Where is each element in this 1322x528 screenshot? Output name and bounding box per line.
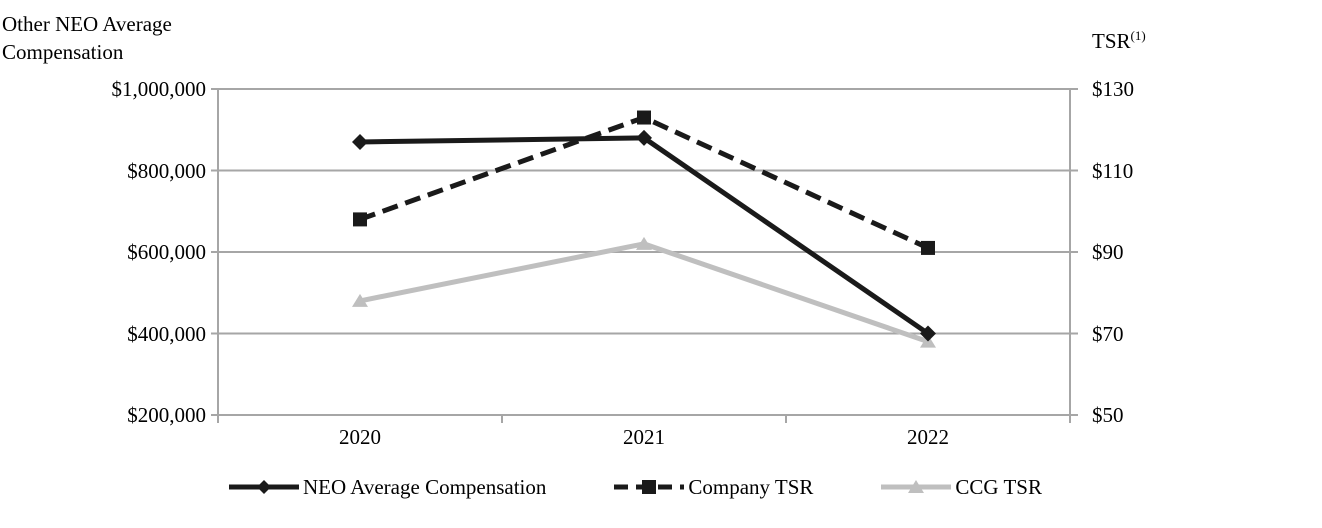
right-axis-tick-label: $70 [1092,321,1124,346]
right-axis-title: TSR(1) [1092,28,1146,54]
right-axis-tick-label: $110 [1092,158,1134,183]
legend-item-ccg-tsr: CCG TSR [880,475,1042,500]
x-axis-label: 2021 [623,425,665,449]
legend-sample-marker-square [642,480,657,494]
legend-sample-triangle [881,480,952,493]
left-axis-title: Other NEO Average Compensation [2,10,172,66]
right-axis-tick-label: $130 [1092,77,1134,101]
legend-sample-diamond [229,480,299,494]
left-axis-tick-label: $800,000 [127,158,206,183]
series-marker-square [353,212,367,227]
series-line-ccg-tsr [359,241,929,345]
left-axis-title-line2: Compensation [2,40,124,64]
legend-label: NEO Average Compensation [303,474,547,499]
left-axis-title-line1: Other NEO Average [2,12,172,36]
legend-sample-square [614,480,685,494]
right-axis-title-text: TSR [1092,29,1131,53]
right-axis-title-superscript: (1) [1130,28,1146,43]
right-axis-tick-label: $90 [1092,240,1124,264]
legend: NEO Average Compensation Company TSR CCG T… [228,472,1042,502]
left-axis-tick-label: $600,000 [127,240,206,264]
series-marker-triangle [636,236,652,250]
series-marker-square [637,110,651,125]
series-marker-diamond [636,129,652,146]
legend-sample-marker-triangle [908,480,925,493]
legend-sample-marker-diamond [257,480,271,494]
legend-label: CCG TSR [955,474,1042,499]
left-axis-tick-label: $1,000,000 [111,77,207,101]
series-marker-diamond [920,325,936,342]
series-marker-triangle [352,293,368,307]
right-axis-tick-label: $50 [1092,403,1124,427]
legend-label: Company TSR [688,474,814,499]
left-axis-tick-label: $200,000 [127,403,206,427]
series-marker-diamond [352,133,368,150]
legend-item-neo-average-compensation: NEO Average Compensation [228,475,546,500]
x-axis-label: 2020 [339,425,381,449]
series-line-neo-average-compensation [359,135,930,336]
x-axis-label: 2022 [907,425,949,449]
series-marker-square [921,240,935,255]
legend-item-company-tsr: Company TSR [613,475,813,500]
left-axis-tick-label: $400,000 [127,321,206,346]
